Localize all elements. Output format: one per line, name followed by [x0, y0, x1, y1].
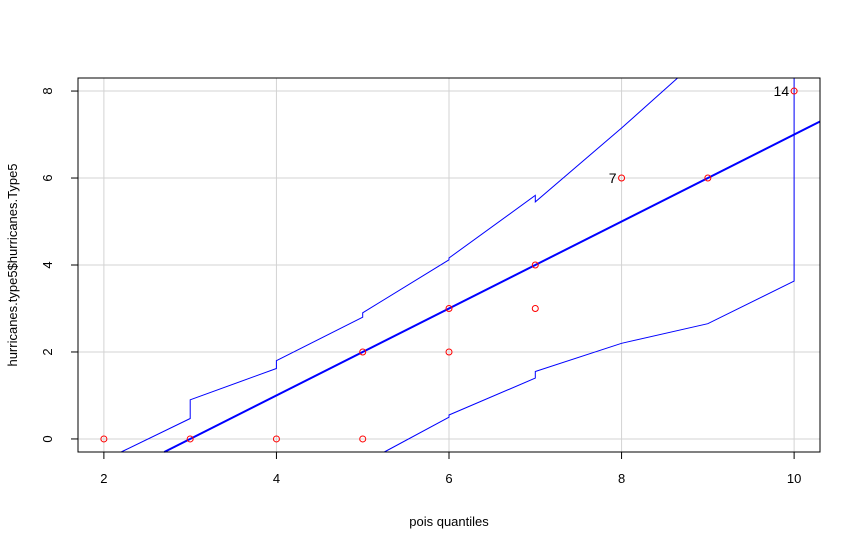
point-label-1: 14: [774, 83, 790, 99]
x-axis: 2 4 6 8 10: [100, 452, 801, 486]
grid-lines: [78, 78, 820, 452]
x-tick-label-4: 10: [787, 471, 801, 486]
y-tick-label-4: 8: [40, 87, 55, 94]
x-tick-label-0: 2: [100, 471, 107, 486]
data-point-10: [704, 174, 712, 182]
y-axis-title: hurricanes.type5$hurricanes.Type5: [5, 163, 20, 366]
x-axis-title: pois quantiles: [409, 514, 489, 529]
data-point-1: [186, 435, 194, 443]
confidence-envelope: [120, 77, 795, 453]
point-label-0: 7: [609, 170, 617, 186]
point-labels: 7 14: [609, 83, 790, 186]
y-tick-label-3: 6: [40, 174, 55, 181]
x-tick-label-1: 4: [273, 471, 280, 486]
data-point-8: [531, 261, 539, 269]
x-tick-label-2: 6: [445, 471, 452, 486]
data-point-4: [359, 348, 367, 356]
y-tick-label-1: 2: [40, 348, 55, 355]
data-point-5: [445, 348, 453, 356]
x-tick-label-3: 8: [618, 471, 625, 486]
lower-envelope-line: [384, 78, 795, 453]
data-point-0: [100, 435, 108, 443]
upper-envelope-line: [120, 77, 678, 453]
y-tick-label-0: 0: [40, 435, 55, 442]
reference-line-group: [163, 120, 821, 453]
y-axis: 0 2 4 6 8: [40, 87, 78, 443]
data-point-6: [445, 304, 453, 312]
data-point-11: [790, 87, 798, 95]
y-tick-label-2: 4: [40, 261, 55, 268]
data-point-3: [359, 435, 367, 443]
reference-line: [163, 120, 821, 453]
data-point-2: [272, 435, 280, 443]
data-point-9: [618, 174, 626, 182]
data-point-7: [531, 304, 539, 312]
data-points: [100, 87, 798, 443]
